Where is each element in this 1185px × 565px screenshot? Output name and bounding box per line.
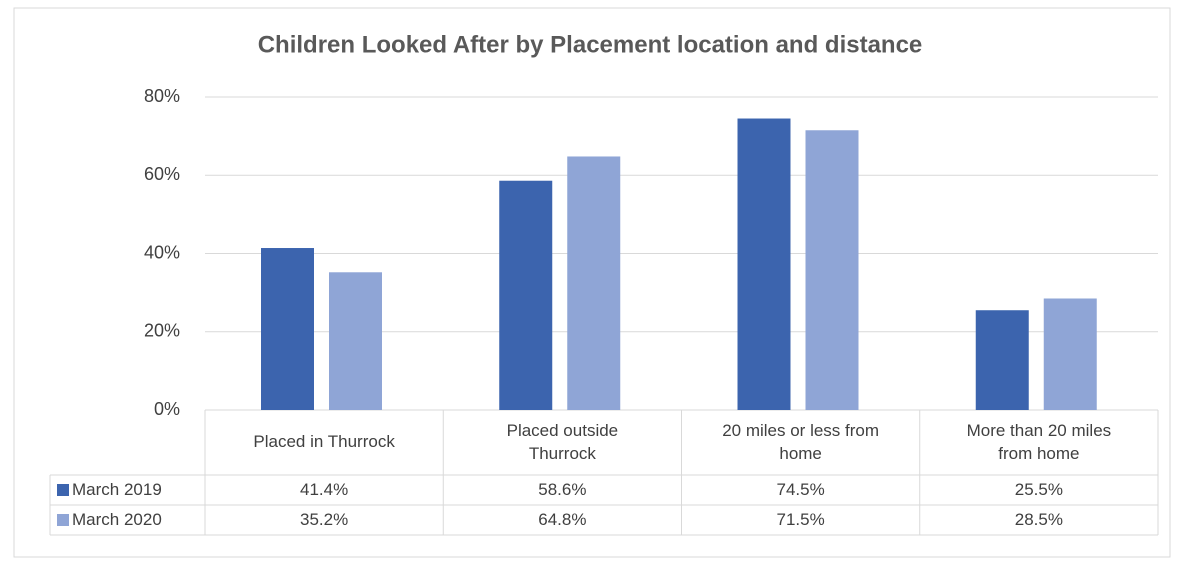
legend-swatch [57,484,69,496]
y-tick-label: 60% [144,164,180,184]
bar [1043,298,1097,410]
value-label: 64.8% [538,509,587,529]
value-label: 58.6% [538,479,587,499]
bar [975,310,1029,410]
value-label: 25.5% [1014,479,1063,499]
bar [805,130,859,410]
x-tick-label: More than 20 miles from home [966,421,1112,463]
value-label: 35.2% [300,509,349,529]
y-tick-label: 40% [144,242,180,262]
value-label: 71.5% [776,509,825,529]
chart-title: Children Looked After by Placement locat… [258,31,923,58]
legend-label: March 2019 [72,479,162,499]
x-tick-label: 20 miles or less from home [722,421,880,463]
bar [329,272,382,410]
y-tick-label: 20% [144,321,180,341]
y-tick-label: 0% [154,399,180,419]
y-tick-label: 80% [144,86,180,106]
x-tick-label: Placed outside Thurrock [506,421,619,463]
legend-label: March 2020 [72,509,162,529]
bar [567,156,621,410]
value-label: 41.4% [300,479,349,499]
value-label: 28.5% [1014,509,1063,529]
bar [261,248,314,410]
bar [737,118,791,411]
x-tick-label: Placed in Thurrock [253,432,395,452]
bar [499,180,553,410]
legend-swatch [57,514,69,526]
value-label: 74.5% [776,479,825,499]
